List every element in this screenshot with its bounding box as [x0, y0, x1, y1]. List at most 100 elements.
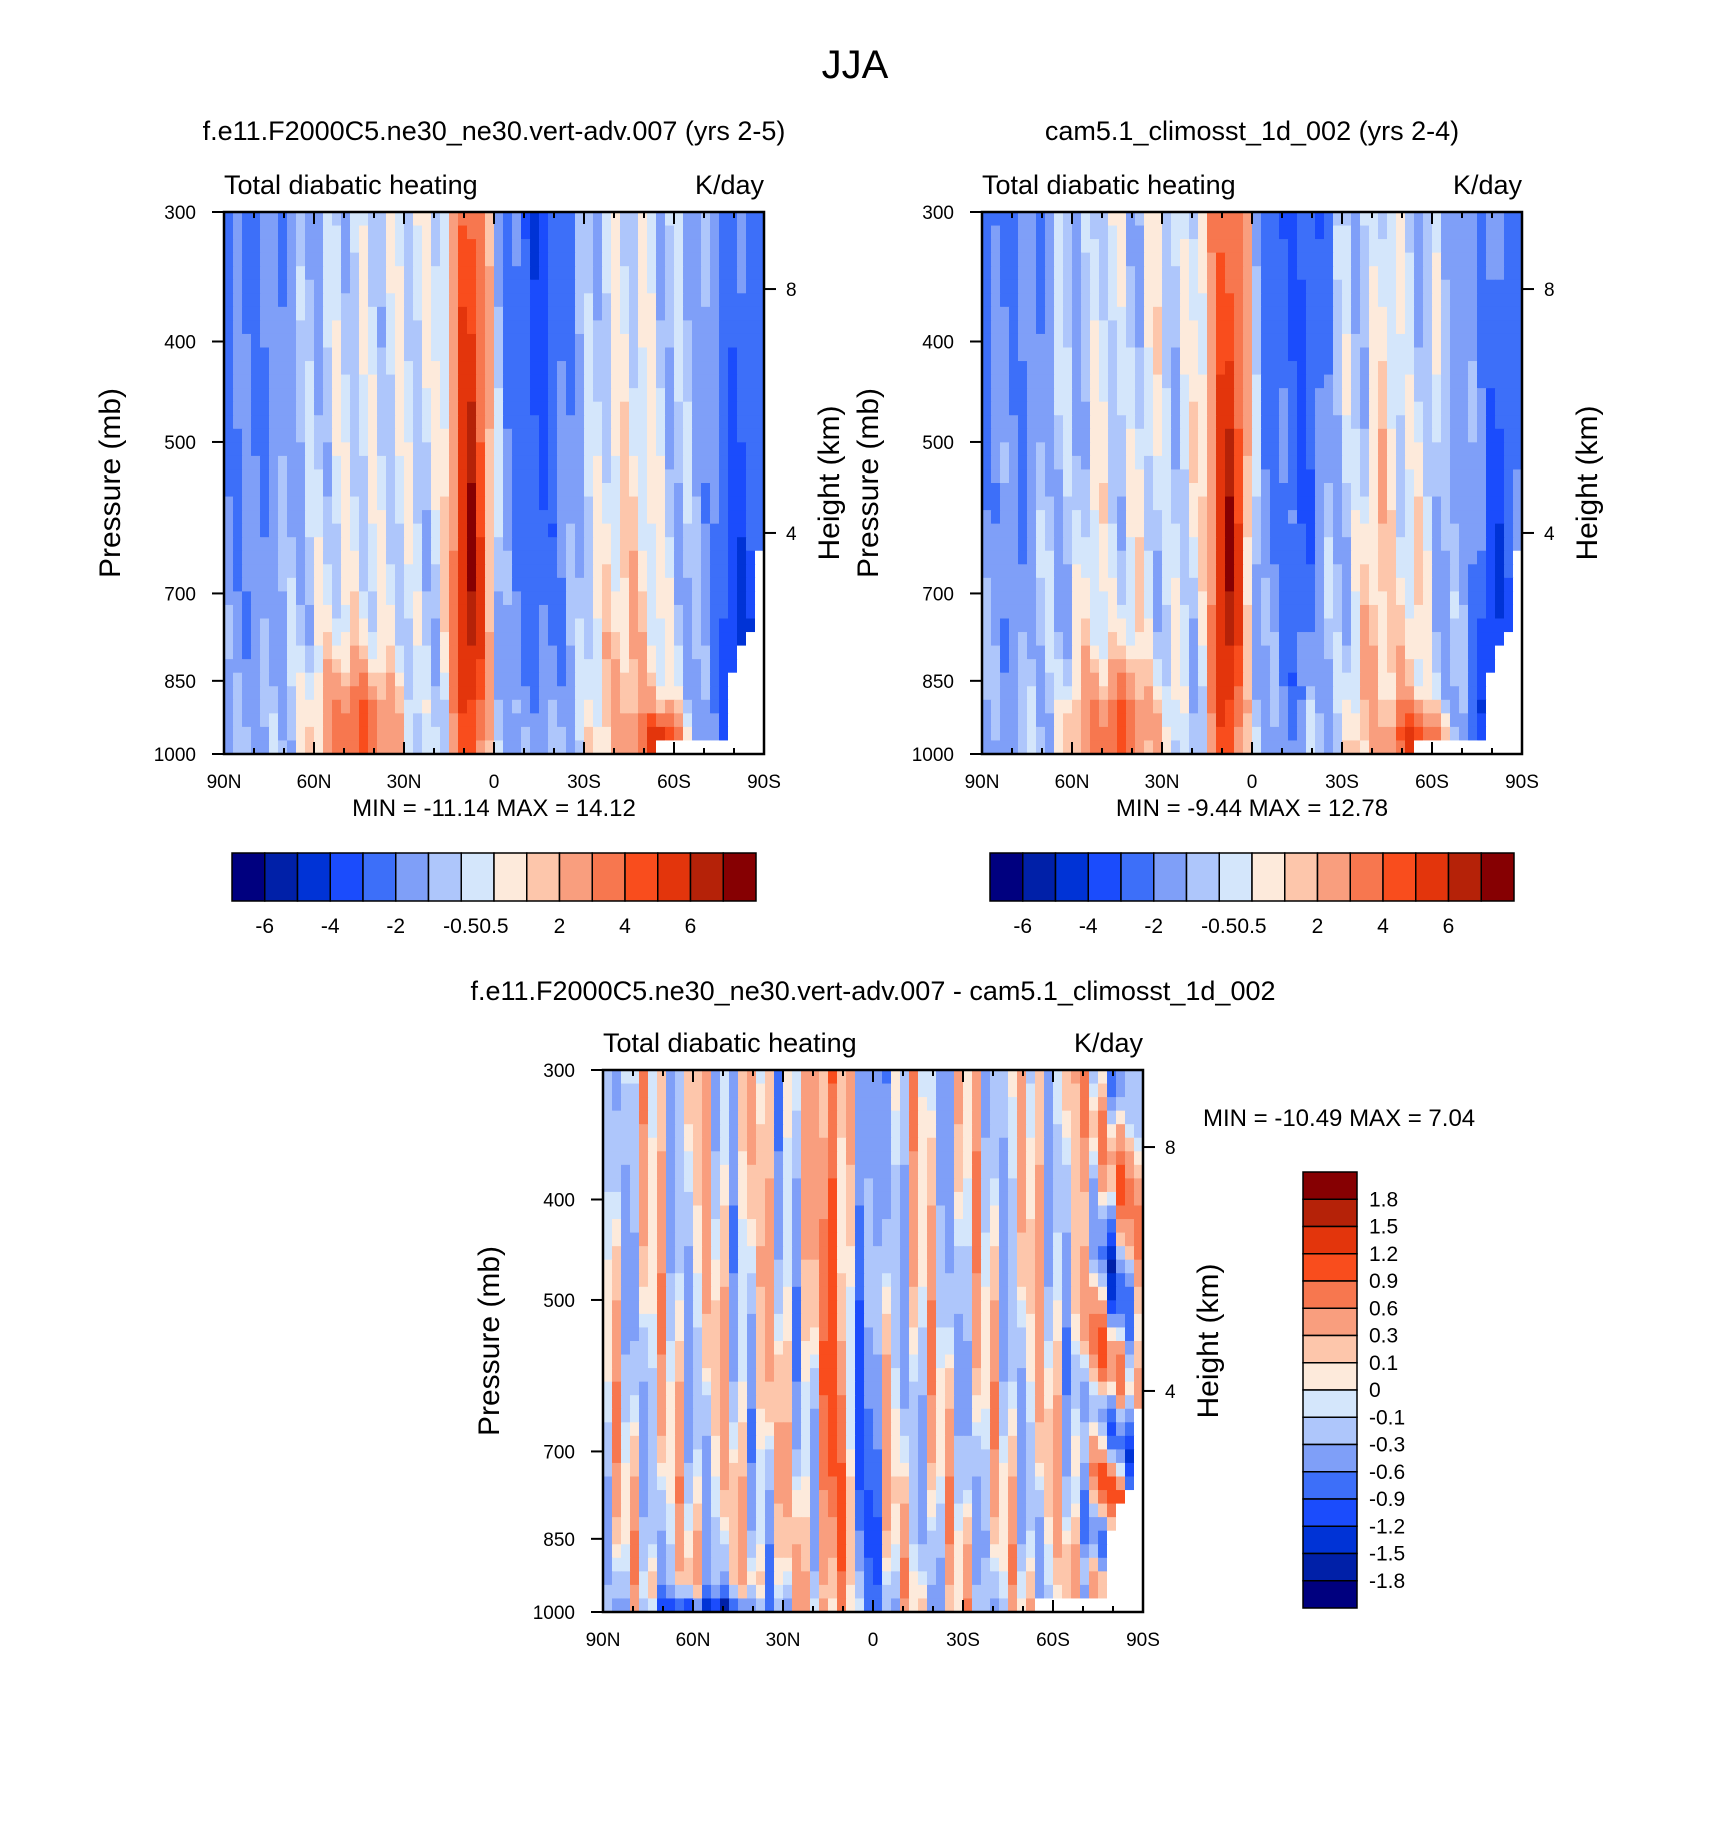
heatmap-cell: [485, 212, 495, 227]
heatmap-cell: [1396, 632, 1406, 647]
heatmap-cell: [377, 347, 387, 362]
heatmap-cell: [485, 483, 495, 498]
heatmap-cell: [1315, 306, 1325, 321]
heatmap-cell: [638, 632, 648, 647]
heatmap-cell: [1000, 401, 1010, 416]
heatmap-cell: [233, 252, 243, 267]
heatmap-cell: [1009, 713, 1019, 728]
heatmap-cell: [710, 374, 720, 389]
heatmap-cell: [1072, 672, 1082, 687]
heatmap-cell: [647, 591, 657, 606]
heatmap-cell: [1018, 645, 1028, 660]
heatmap-cell: [1225, 591, 1235, 606]
heatmap-cell: [1108, 442, 1118, 457]
heatmap-cell: [1243, 740, 1253, 755]
heatmap-cell: [1027, 618, 1037, 633]
heatmap-cell: [476, 279, 486, 294]
heatmap-cell: [1504, 361, 1514, 376]
heatmap-cell: [1153, 591, 1163, 606]
heatmap-cell: [1054, 374, 1064, 389]
heatmap-cell: [1360, 361, 1370, 376]
heatmap-cell: [1306, 388, 1316, 403]
heatmap-cell: [1306, 306, 1316, 321]
heatmap-cell: [1243, 306, 1253, 321]
heatmap-cell: [287, 374, 297, 389]
heatmap-cell: [1423, 740, 1433, 755]
heatmap-cell: [530, 564, 540, 579]
heatmap-cell: [629, 618, 639, 633]
heatmap-cell: [674, 591, 684, 606]
heatmap-cell: [1108, 455, 1118, 471]
heatmap-cell: [665, 523, 675, 538]
heatmap-cell: [1477, 591, 1487, 606]
heatmap-cell: [1387, 428, 1397, 443]
heatmap-cell: [1225, 347, 1235, 362]
heatmap-cell: [1504, 510, 1514, 525]
heatmap-cell: [620, 537, 630, 552]
heatmap-cell: [719, 550, 729, 565]
heatmap-cell: [1414, 252, 1424, 267]
heatmap-cell: [1171, 252, 1181, 267]
heatmap-cell: [1027, 726, 1037, 742]
heatmap-cell: [1225, 293, 1235, 308]
heatmap-cell: [1153, 293, 1163, 308]
heatmap-cell: [1063, 591, 1073, 606]
heatmap-cell: [1108, 347, 1118, 362]
heatmap-cell: [982, 442, 992, 457]
heatmap-cell: [647, 306, 657, 321]
heatmap-cell: [1000, 469, 1010, 484]
heatmap-cell: [1297, 510, 1307, 525]
heatmap-cell: [1297, 659, 1307, 674]
heatmap-cell: [242, 347, 252, 362]
heatmap-cell: [332, 632, 342, 647]
heatmap-cell: [1378, 225, 1388, 240]
heatmap-cell: [332, 455, 342, 471]
heatmap-cell: [1180, 279, 1190, 294]
heatmap-cell: [1486, 672, 1496, 687]
heatmap-cell: [1027, 279, 1037, 294]
heatmap-cell: [1189, 225, 1199, 240]
heatmap-cell: [1432, 632, 1442, 647]
heatmap-cell: [1045, 740, 1055, 755]
heatmap-cell: [1063, 225, 1073, 240]
heatmap-cell: [1279, 618, 1289, 633]
heatmap-cell: [683, 212, 693, 227]
heatmap-cell: [368, 428, 378, 443]
heatmap-cell: [404, 632, 414, 647]
heatmap-cell: [1360, 333, 1370, 349]
heatmap-cell: [1117, 645, 1127, 660]
heatmap-cell: [395, 469, 405, 484]
heatmap-cell: [1414, 293, 1424, 308]
heatmap-cell: [629, 306, 639, 321]
heatmap-cell: [1135, 212, 1145, 227]
heatmap-cell: [665, 212, 675, 227]
heatmap-cell: [647, 225, 657, 240]
heatmap-cell: [665, 699, 675, 714]
heatmap-cell: [1099, 523, 1109, 538]
heatmap-cell: [1450, 388, 1460, 403]
heatmap-cell: [593, 469, 603, 484]
heatmap-cell: [1297, 293, 1307, 308]
heatmap-cell: [368, 266, 378, 281]
heatmap-cell: [1126, 496, 1136, 511]
heatmap-cell: [647, 212, 657, 227]
heatmap-cell: [368, 279, 378, 294]
heatmap-cell: [449, 645, 459, 660]
heatmap-cell: [449, 442, 459, 457]
heatmap-cell: [1216, 537, 1226, 552]
heatmap-cell: [1243, 564, 1253, 579]
heatmap-cell: [1054, 455, 1064, 471]
heatmap-cell: [494, 699, 504, 714]
heatmap-cell: [1378, 740, 1388, 755]
heatmap-cell: [1360, 469, 1370, 484]
heatmap-cell: [521, 632, 531, 647]
heatmap-cell: [1504, 333, 1514, 349]
heatmap-cell: [287, 293, 297, 308]
heatmap-cell: [1315, 510, 1325, 525]
heatmap-cell: [1459, 361, 1469, 376]
heatmap-cell: [224, 645, 234, 660]
heatmap-cell: [305, 496, 315, 511]
heatmap-cell: [341, 523, 351, 538]
heatmap-cell: [1063, 293, 1073, 308]
heatmap-cell: [548, 564, 558, 579]
